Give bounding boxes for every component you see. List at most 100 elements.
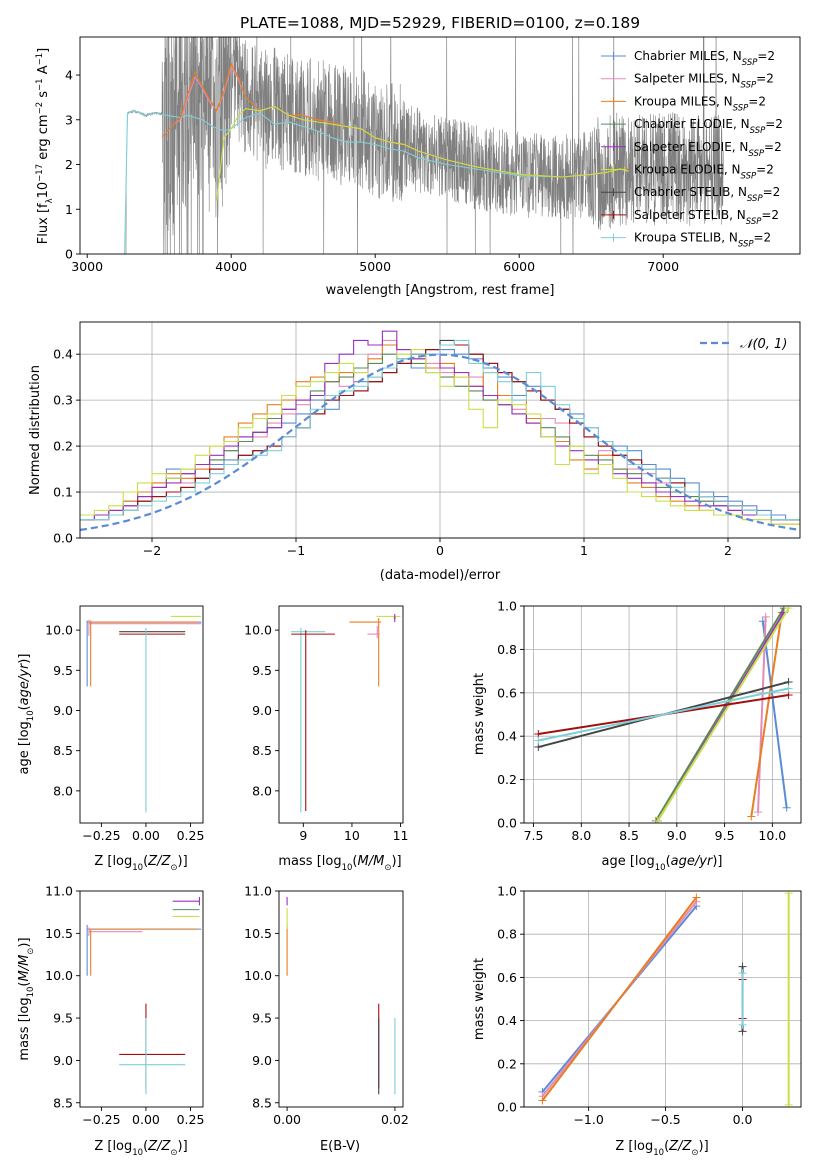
point-marker — [738, 1020, 747, 1029]
series-line — [750, 612, 783, 817]
x-axis-label: Z [log10(Z/Z⊙)] — [615, 1139, 708, 1158]
x-tick-label: 0.25 — [177, 1112, 205, 1127]
plot-area — [286, 896, 396, 1095]
label-part: age/yr — [671, 854, 714, 869]
x-tick-label: 0.00 — [132, 1112, 160, 1127]
y-tick-label: 0.0 — [497, 816, 517, 831]
x-tick-label: −0.25 — [82, 828, 120, 843]
legend: 𝒩(0, 1) — [700, 337, 787, 352]
x-tick-label: 10 — [344, 828, 360, 843]
x-tick-label: 0.0 — [733, 1112, 753, 1127]
point-marker — [738, 969, 747, 978]
label-part: SSP — [741, 81, 757, 91]
label-part: Salpeter MILES, N — [634, 72, 741, 86]
point-marker — [538, 1096, 547, 1105]
label-part: ⊙ — [170, 1148, 177, 1158]
x-axis-label: (data-model)/error — [380, 568, 501, 583]
axes-age-mass-weight: 7.5 8.0 8.5 9.0 9.5 10.0 0.0 0.2 0.4 0.6 0.8 1.0 age… — [472, 599, 802, 873]
label-part: =2 — [764, 140, 782, 154]
legend-label: Kroupa STELIB, NSSP=2 — [634, 231, 771, 250]
axis-spine — [523, 605, 802, 824]
label-part: 10 — [132, 1148, 143, 1158]
label-part: SSP — [742, 58, 758, 68]
x-axis-label: age [log10(age/yr)] — [602, 854, 723, 873]
x-tick-label: 7000 — [647, 259, 679, 274]
label-part: Z/Z — [147, 1139, 171, 1154]
y-axis-label: mass weight — [472, 673, 487, 755]
point-marker — [754, 808, 763, 817]
axis-spine — [79, 890, 204, 1108]
gaussian-curve — [80, 353, 800, 531]
series-line — [538, 687, 789, 742]
y-tick-label: 0.1 — [53, 485, 73, 500]
legend-label: Kroupa MILES, NSSP=2 — [634, 94, 766, 113]
y-tick-label: 8.5 — [53, 743, 73, 758]
x-tick-label: −0.5 — [650, 1112, 680, 1127]
x-tick-label: −2 — [143, 543, 161, 558]
label-part: Z [log — [94, 854, 132, 869]
label-part: −1 — [35, 78, 45, 91]
label-part: )] — [17, 937, 32, 947]
plot-area — [86, 896, 202, 1095]
label-part: Kroupa STELIB, N — [634, 231, 738, 245]
label-part: Chabrier MILES, N — [634, 49, 742, 63]
histogram-step-line — [80, 344, 800, 525]
label-part: SSP — [741, 172, 757, 182]
x-tick-label: 1 — [580, 543, 588, 558]
label-part: =2 — [756, 72, 774, 86]
y-tick-label: 11.0 — [244, 884, 272, 899]
y-tick-label: 0.0 — [53, 531, 73, 546]
point-marker — [747, 812, 756, 821]
label-part: erg cm — [36, 114, 51, 163]
label-part: Z [log — [615, 1139, 653, 1154]
y-tick-label: 0.2 — [53, 439, 73, 454]
x-axis-label: mass [log10(M/M⊙)] — [278, 854, 401, 873]
x-axis-label: wavelength [Angstrom, rest frame] — [326, 283, 555, 298]
axes-age-vs-Z: −0.25 0.00 0.258.08.59.09.510.0Z [log10(Z/… — [17, 605, 204, 873]
x-tick-label: −0.25 — [82, 1112, 120, 1127]
y-tick-label: 0.8 — [497, 927, 517, 942]
label-part: =2 — [763, 185, 781, 199]
label-part: )] — [178, 854, 188, 869]
label-part: Flux [f — [36, 203, 51, 244]
x-tick-label: 7.5 — [524, 828, 544, 843]
plot-area — [86, 615, 202, 813]
y-tick-label: 0.6 — [497, 970, 517, 985]
label-part: 10 — [26, 987, 36, 998]
figure-title: PLATE=1088, MJD=52929, FIBERID=0100, z=0… — [240, 14, 640, 32]
x-tick-label: 0.00 — [132, 828, 160, 843]
x-tick-label: 9.5 — [715, 828, 735, 843]
y-tick-label: 11.0 — [45, 884, 73, 899]
label-part: =2 — [754, 231, 772, 245]
label-part: )] — [391, 854, 401, 869]
label-part: age/yr — [17, 662, 32, 705]
legend-label: Chabrier MILES, NSSP=2 — [634, 49, 775, 68]
label-part: =2 — [757, 49, 775, 63]
y-tick-label: 0.4 — [53, 347, 73, 362]
y-tick-label: 0 — [65, 247, 73, 262]
y-tick-label: 10.0 — [244, 623, 272, 638]
label-part: ] — [36, 48, 51, 53]
point-marker — [784, 891, 793, 898]
label-part: ( — [143, 854, 148, 869]
y-tick-label: 3 — [65, 112, 73, 127]
legend-label: Salpeter ELODIE, NSSP=2 — [634, 140, 782, 159]
label-part: )] — [178, 1139, 188, 1154]
x-tick-label: 8.5 — [619, 828, 639, 843]
y-axis-label: mass [log10(M/M⊙)] — [17, 937, 36, 1060]
y-tick-label: 2 — [65, 157, 73, 172]
y-tick-label: 0.2 — [497, 772, 517, 787]
y-axis-label: age [log10(age/yr)] — [17, 654, 36, 775]
x-tick-label: 2 — [724, 543, 732, 558]
x-tick-label: 0.02 — [381, 1112, 409, 1127]
axis-frame: −0.25 0.00 0.258.08.59.09.510.0Z [log10(Z/… — [17, 605, 204, 873]
label-part: )] — [699, 1139, 709, 1154]
point-marker — [784, 684, 793, 693]
label-part: 10 — [132, 863, 143, 873]
x-tick-label: −1.0 — [573, 1112, 603, 1127]
label-part: =2 — [756, 163, 774, 177]
label-part: Kroupa ELODIE, N — [634, 163, 741, 177]
label-part: SSP — [746, 217, 762, 227]
